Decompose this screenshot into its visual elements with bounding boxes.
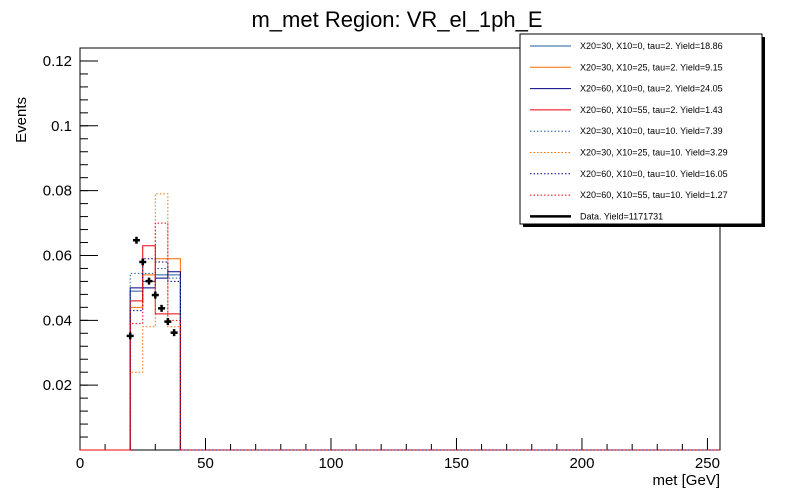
y-tick-label: 0.02 <box>43 377 72 394</box>
histogram-series <box>80 193 720 451</box>
data-point <box>139 258 147 266</box>
x-axis: 0 50 100 150 200 250 <box>76 438 720 472</box>
data-point <box>151 291 159 299</box>
x-tick-label: 50 <box>197 455 214 472</box>
data-points <box>126 236 178 340</box>
legend-label: X20=60, X10=0, tau=10. Yield=16.05 <box>580 169 728 179</box>
y-tick-label: 0.1 <box>51 118 72 135</box>
legend-label: X20=60, X10=55, tau=2. Yield=1.43 <box>580 105 723 115</box>
legend-entry: X20=30, X10=0, tau=2. Yield=18.86 <box>530 41 723 51</box>
legend-entry: Data. Yield=1171731 <box>530 211 663 221</box>
legend-entry: X20=60, X10=0, tau=10. Yield=16.05 <box>530 169 728 179</box>
data-point <box>126 332 134 340</box>
data-point <box>145 277 153 285</box>
legend-box <box>519 33 763 225</box>
x-tick-label: 200 <box>569 455 594 472</box>
histogram-series-8 <box>80 222 720 451</box>
legend-label: X20=30, X10=25, tau=10. Yield=3.29 <box>580 148 728 158</box>
y-tick-label: 0.04 <box>43 312 72 329</box>
legend-label: X20=60, X10=55, tau=10. Yield=1.27 <box>580 190 728 200</box>
legend-entry: X20=30, X10=25, tau=10. Yield=3.29 <box>530 148 728 158</box>
chart-title: m_met Region: VR_el_1ph_E <box>251 7 542 32</box>
legend-label: X20=60, X10=0, tau=2. Yield=24.05 <box>580 84 723 94</box>
data-point <box>158 304 166 312</box>
y-tick-label: 0.08 <box>43 183 72 200</box>
legend-label: X20=30, X10=25, tau=2. Yield=9.15 <box>580 62 723 72</box>
x-tick-label: 150 <box>444 455 469 472</box>
legend-entry: X20=60, X10=55, tau=2. Yield=1.43 <box>530 105 723 115</box>
x-axis-label: met [GeV] <box>652 472 720 489</box>
legend-entry: X20=30, X10=25, tau=2. Yield=9.15 <box>530 62 723 72</box>
x-tick-label: 250 <box>695 455 720 472</box>
legend-label: X20=30, X10=0, tau=10. Yield=7.39 <box>580 126 723 136</box>
legend: X20=30, X10=0, tau=2. Yield=18.86 X20=30,… <box>519 33 765 227</box>
data-point <box>170 329 178 337</box>
legend-label: Data. Yield=1171731 <box>580 211 663 221</box>
y-tick-label: 0.06 <box>43 247 72 264</box>
legend-entry: X20=60, X10=0, tau=2. Yield=24.05 <box>530 84 723 94</box>
y-axis: 0.02 0.04 0.06 0.08 0.1 0.12 <box>43 47 98 438</box>
legend-entry: X20=30, X10=0, tau=10. Yield=7.39 <box>530 126 723 136</box>
x-tick-label: 0 <box>76 455 84 472</box>
y-axis-label: Events <box>13 97 30 143</box>
legend-entry: X20=60, X10=55, tau=10. Yield=1.27 <box>530 190 728 200</box>
legend-label: X20=30, X10=0, tau=2. Yield=18.86 <box>580 41 723 51</box>
data-point <box>132 236 140 244</box>
x-tick-label: 100 <box>318 455 343 472</box>
data-point <box>164 318 172 326</box>
y-tick-label: 0.12 <box>43 53 72 70</box>
